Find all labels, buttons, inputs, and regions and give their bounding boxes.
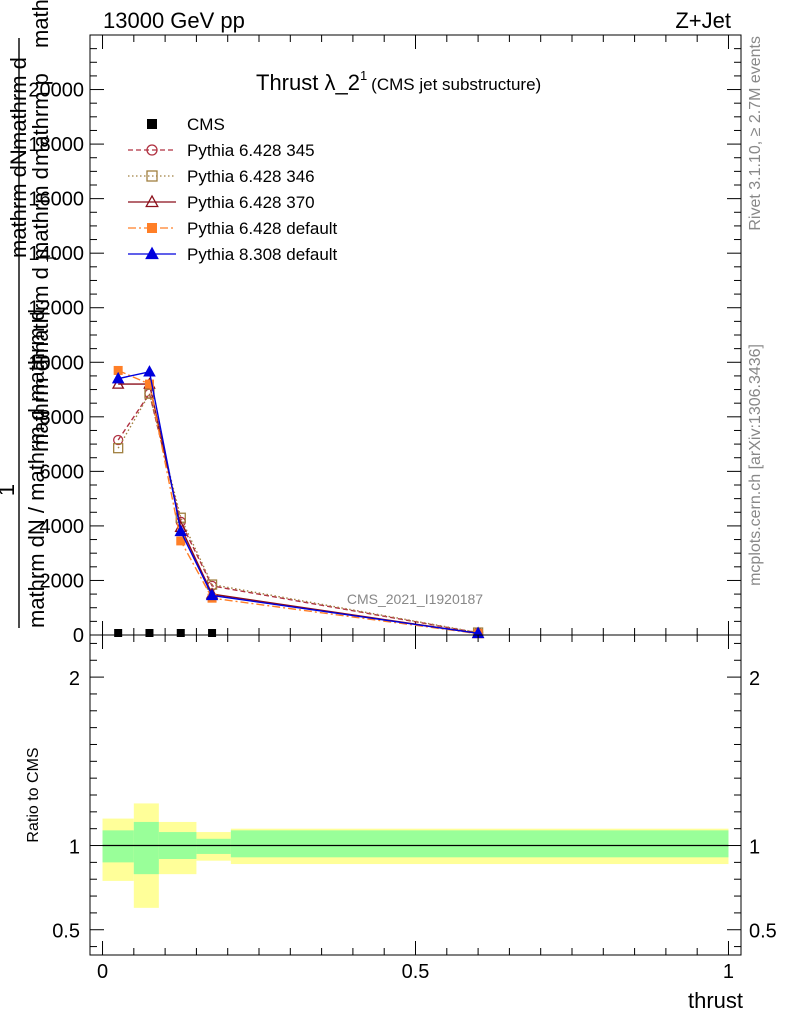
ratio-y-tick-label: 1: [69, 837, 80, 859]
header-process-label: Z+Jet: [675, 8, 731, 33]
data-point-cms: [208, 629, 217, 637]
legend: CMS Pythia 6.428 345 Pythia 6.428 346 Pythi…: [128, 115, 338, 264]
x-tick-label: 1: [723, 961, 734, 983]
legend-marker-cms: [147, 119, 157, 129]
y-label-part-7: mathrm lambda: [28, 0, 53, 48]
y-tick-label: 2000: [40, 570, 85, 592]
stat-uncertainty-band: [230, 830, 729, 858]
main-y-axis: 0 2000 4000 6000 8000 10000 12000 14000 16000 180…: [28, 35, 741, 647]
legend-label-pythia-6-428-default: Pythia 6.428 default: [187, 219, 338, 238]
data-point-cms: [145, 629, 154, 637]
y-label-part-8: T: [44, 254, 59, 262]
ratio-y-tick-label: 0.5: [52, 921, 80, 943]
plot-subtitle: (CMS jet substructure): [371, 75, 541, 94]
data-point-cms: [176, 629, 185, 637]
data-point-pythia-8-308-default: [111, 371, 125, 384]
mcplots-source-label: mcplots.cern.ch [arXiv:1306.3436]: [747, 344, 764, 586]
legend-label-pythia-6-428-370: Pythia 6.428 370: [187, 193, 315, 212]
legend-marker-pythia-6-428-370: [145, 194, 159, 208]
ratio-y-tick-label-right: 2: [749, 668, 760, 690]
x-axis-label: thrust: [688, 988, 743, 1013]
y-tick-label: 10000: [28, 352, 84, 374]
plot-title: Thrust λ_21 (CMS jet substructure): [256, 68, 541, 95]
data-point-pythia-8-308-default: [143, 365, 156, 377]
y-label-part-1: mathrm d: [28, 167, 53, 260]
x-tick-label: 0: [97, 961, 108, 983]
y-tick-label: 16000: [28, 189, 84, 211]
stat-uncertainty-band: [102, 830, 134, 863]
y-tick-label: 14000: [28, 243, 84, 265]
x-tick-label: 0.5: [402, 961, 430, 983]
y-tick-label: 0: [73, 625, 84, 647]
y-label-numerator: 1: [0, 484, 19, 496]
y-tick-label: 18000: [28, 134, 84, 156]
data-point-pythia-8-308-default: [205, 588, 219, 601]
legend-label-pythia-6-428-346: Pythia 6.428 346: [187, 167, 315, 186]
legend-marker-pythia-6-428-345: [146, 144, 158, 156]
legend-marker-pythia-8-308-default: [145, 246, 159, 260]
legend-label-cms: CMS: [187, 115, 225, 134]
y-tick-label: 8000: [40, 407, 85, 429]
y-label-part-2: mathrm d: [28, 267, 53, 360]
stat-uncertainty-band: [196, 838, 231, 854]
y-label-part-6: mathrm p: [28, 73, 53, 166]
y-tick-label: 4000: [40, 516, 85, 538]
rivet-version-label: Rivet 3.1.10, ≥ 2.7M events: [747, 36, 764, 231]
data-point-pythia-6-428-default: [144, 379, 154, 389]
y-tick-label: 12000: [28, 298, 84, 320]
main-series-layer: [111, 365, 485, 639]
stat-uncertainty-band: [133, 821, 159, 875]
ratio-y-tick-label-right: 0.5: [749, 921, 777, 943]
y-label-part-3: mathrm d: [28, 359, 53, 452]
ratio-y-label: Ratio to CMS: [25, 747, 42, 842]
legend-marker-pythia-6-428-346: [146, 170, 158, 182]
ratio-y-tick-label: 2: [69, 668, 80, 690]
plot-title-main: Thrust λ_2: [256, 70, 360, 95]
ratio-uncertainty-bands: [102, 803, 729, 908]
data-point-pythia-6-428-default: [113, 365, 123, 375]
header-energy-label: 13000 GeV pp: [103, 8, 245, 33]
analysis-watermark: CMS_2021_I1920187: [347, 591, 483, 607]
y-tick-label: 6000: [40, 461, 85, 483]
plot-title-superscript: 1: [360, 68, 367, 83]
data-point-pythia-6-428-370: [111, 377, 125, 389]
legend-label-pythia-6-428-345: Pythia 6.428 345: [187, 141, 315, 160]
legend-marker-pythia-6-428-default: [147, 223, 157, 233]
ratio-panel-axes: 0.5 0.5 1 1 2 2 0 0.5 1: [52, 634, 777, 983]
y-tick-label: 20000: [28, 80, 84, 102]
y-label-denominator: mathrm dN / mathrm d mathrm d: [24, 309, 49, 628]
data-point-pythia-8-308-default: [174, 524, 188, 537]
data-point-cms: [114, 629, 123, 637]
ratio-plot-frame: [89, 634, 742, 956]
data-point-pythia-6-428-346: [113, 443, 124, 454]
data-point-pythia-6-428-default: [176, 536, 186, 546]
main-y-label: mathrm d mathrm d mathrm d mathrm dN mat…: [0, 0, 59, 628]
ratio-y-tick-label-right: 1: [749, 837, 760, 859]
legend-label-pythia-8-308-default: Pythia 8.308 default: [187, 245, 338, 264]
